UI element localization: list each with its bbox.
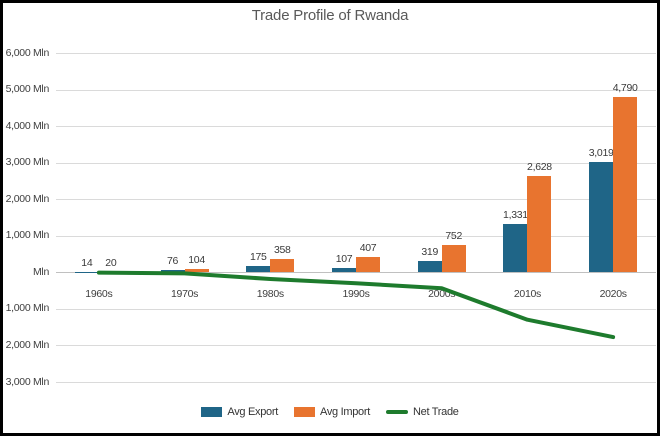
bar-value-label: 20	[105, 256, 117, 269]
legend-item-net-trade: Net Trade	[386, 406, 459, 418]
category-label: 1960s	[85, 288, 113, 301]
bar-avg-export	[417, 260, 442, 273]
bar-value-label: 3,019	[588, 146, 614, 159]
y-tick-label: 2,000 Mln	[5, 338, 50, 351]
bar-value-label: 104	[188, 253, 205, 266]
y-tick-label: 5,000 Mln	[5, 83, 50, 96]
chart-title: Trade Profile of Rwanda	[251, 7, 409, 24]
bar-value-label: 1,331	[503, 208, 528, 221]
legend: Avg Export Avg Import Net Trade	[3, 406, 657, 418]
legend-label: Net Trade	[413, 406, 459, 418]
legend-label: Avg Import	[320, 406, 370, 418]
category-label: 2020s	[599, 288, 627, 301]
gridline	[56, 89, 656, 91]
legend-label: Avg Export	[227, 406, 278, 418]
y-tick-label: 1,000 Mln	[5, 302, 50, 315]
bar-avg-export	[332, 268, 356, 273]
legend-swatch-rect	[201, 407, 223, 417]
category-label: 1970s	[171, 288, 199, 301]
legend-item-avg-import: Avg Import	[294, 406, 370, 418]
gridline	[56, 199, 656, 201]
bar-value-label: 407	[359, 242, 377, 255]
bar-avg-export	[74, 271, 99, 273]
gridline	[56, 126, 656, 128]
bar-value-label: 175	[249, 250, 267, 263]
bar-avg-import	[441, 244, 466, 273]
legend-item-avg-export: Avg Export	[201, 406, 278, 418]
y-tick-label: Mln	[32, 265, 49, 278]
bar-avg-export	[589, 161, 614, 273]
gridline	[56, 162, 656, 164]
bar-value-label: 107	[335, 253, 353, 266]
category-label: 2010s	[513, 288, 541, 301]
bar-value-label: 752	[445, 229, 463, 242]
bar-value-label: 2,628	[527, 161, 552, 174]
gridline	[56, 345, 656, 347]
bar-value-label: 76	[167, 254, 179, 267]
y-tick-label: 3,000 Mln	[5, 156, 50, 169]
bar-value-label: 319	[421, 245, 439, 258]
y-tick-label: 6,000 Mln	[5, 46, 50, 59]
zero-axis-line	[56, 272, 656, 274]
bar-value-label: 14	[81, 256, 93, 269]
plot-area: 6,000 Mln 5,000 Mln 4,000 Mln 3,000 Mln 2,00…	[3, 3, 657, 433]
bar-value-label: 4,790	[612, 82, 638, 95]
y-tick-label: 2,000 Mln	[5, 192, 50, 205]
bar-avg-export	[160, 269, 185, 273]
bar-avg-import	[527, 176, 552, 273]
y-tick-label: 3,000 Mln	[5, 375, 50, 388]
gridline	[56, 308, 656, 310]
bar-avg-import	[356, 257, 380, 273]
bar-avg-import	[613, 97, 638, 273]
y-tick-label: 1,000 Mln	[5, 229, 50, 242]
legend-swatch-line	[386, 410, 408, 414]
gridline	[56, 235, 656, 237]
bar-avg-export	[246, 265, 271, 273]
bar-avg-import	[270, 259, 295, 273]
y-tick-label: 4,000 Mln	[5, 119, 50, 132]
bar-value-label: 358	[273, 244, 291, 257]
category-label: 1980s	[256, 288, 284, 301]
legend-swatch-rect	[294, 407, 315, 417]
category-label: 2000s	[428, 288, 456, 301]
gridline	[56, 53, 656, 54]
category-label: 1990s	[342, 288, 370, 301]
bar-avg-import	[184, 268, 209, 273]
bar-avg-export	[503, 223, 528, 273]
bar-avg-import	[98, 271, 123, 273]
gridline	[56, 382, 656, 383]
